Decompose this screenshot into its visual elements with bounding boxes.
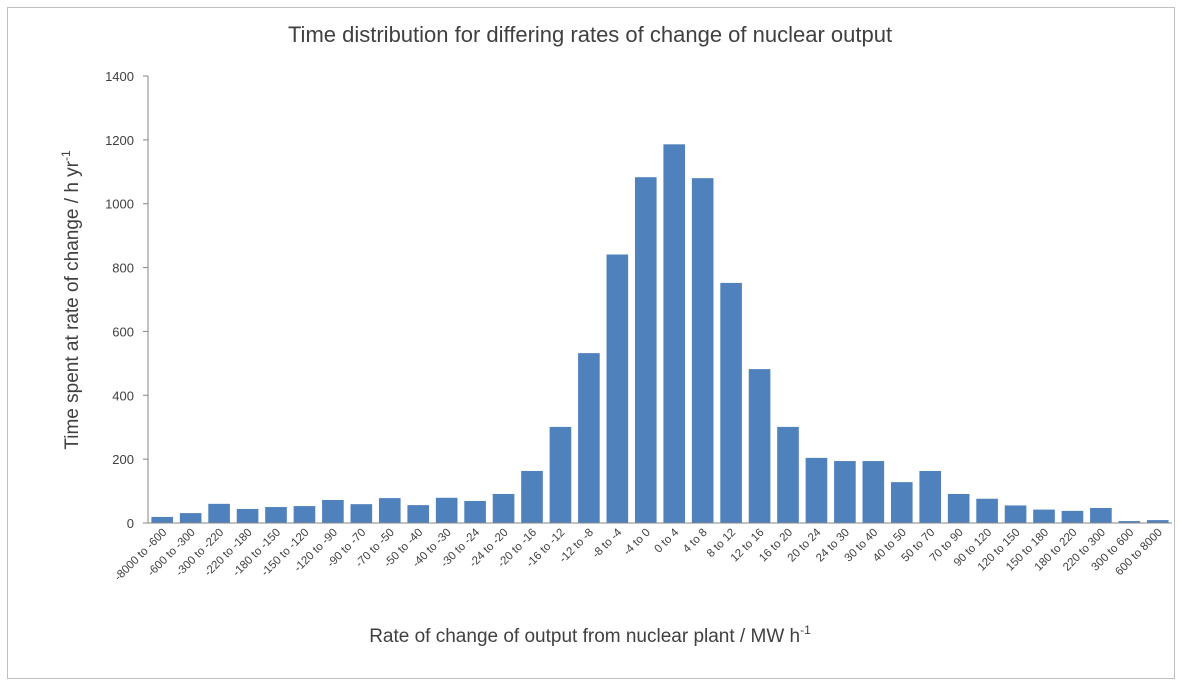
y-tick-label: 0 xyxy=(127,516,134,531)
bar xyxy=(634,177,657,524)
bar xyxy=(578,353,600,523)
bar xyxy=(350,504,373,523)
bar xyxy=(293,506,316,523)
bar xyxy=(1033,509,1055,523)
bar xyxy=(1146,520,1169,523)
bar xyxy=(691,178,714,523)
bar xyxy=(378,498,401,523)
bar xyxy=(862,461,885,523)
y-tick-label: 800 xyxy=(112,261,134,276)
y-tick-label: 200 xyxy=(112,452,134,467)
bar xyxy=(435,497,458,523)
bar xyxy=(1118,521,1141,523)
x-axis-title-text: Rate of change of output from nuclear pl… xyxy=(369,626,800,647)
bar xyxy=(919,470,942,523)
bar xyxy=(976,498,998,523)
chart-frame xyxy=(7,7,1175,679)
y-tick-label: 400 xyxy=(112,388,134,403)
x-axis-title-sup: -1 xyxy=(800,623,811,637)
y-tick-label: 1000 xyxy=(105,197,134,212)
bar xyxy=(1090,507,1112,523)
bar xyxy=(492,493,515,523)
bar xyxy=(748,369,771,523)
bar xyxy=(407,505,430,523)
y-tick-label: 1200 xyxy=(105,133,134,148)
bar xyxy=(777,426,799,523)
bar xyxy=(663,144,686,523)
bar xyxy=(464,500,486,523)
bar xyxy=(265,507,287,523)
bar xyxy=(834,461,856,523)
bar xyxy=(208,503,230,523)
bar xyxy=(1061,510,1084,523)
bar xyxy=(890,482,913,523)
bar xyxy=(549,426,572,523)
bar xyxy=(236,508,259,523)
y-axis-title-text: Time spent at rate of change / h yr xyxy=(62,160,83,449)
chart-title: Time distribution for differing rates of… xyxy=(288,22,892,47)
bar xyxy=(606,254,629,523)
bar xyxy=(1004,505,1027,523)
y-axis-title-sup: -1 xyxy=(59,150,73,161)
y-tick-label: 600 xyxy=(112,324,134,339)
bar xyxy=(322,500,344,523)
bar xyxy=(805,457,828,523)
bar xyxy=(947,493,970,523)
x-axis-title: Rate of change of output from nuclear pl… xyxy=(369,623,811,647)
bar xyxy=(720,282,742,523)
bar xyxy=(179,513,202,523)
bar xyxy=(151,516,174,523)
bar xyxy=(521,470,543,523)
y-axis-title: Time spent at rate of change / h yr-1 xyxy=(59,150,83,450)
y-tick-label: 1400 xyxy=(105,69,134,84)
